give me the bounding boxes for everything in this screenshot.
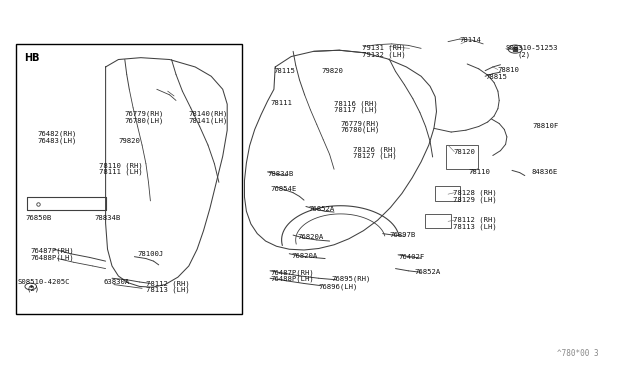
Text: 76897B: 76897B bbox=[389, 232, 415, 238]
Text: S08510-4205C: S08510-4205C bbox=[18, 279, 70, 285]
Text: 63830A: 63830A bbox=[104, 279, 130, 285]
Text: 78834B: 78834B bbox=[268, 171, 294, 177]
Text: 78115: 78115 bbox=[274, 68, 296, 74]
Text: 79131 (RH): 79131 (RH) bbox=[362, 44, 405, 51]
Text: 78113 (LH): 78113 (LH) bbox=[453, 224, 497, 230]
Text: 76780(LH): 76780(LH) bbox=[125, 118, 164, 124]
Text: 78111 (LH): 78111 (LH) bbox=[99, 169, 143, 176]
Text: 76402F: 76402F bbox=[398, 254, 424, 260]
Text: (2): (2) bbox=[517, 51, 531, 58]
Text: 78110 (RH): 78110 (RH) bbox=[99, 162, 143, 169]
Text: 76852A: 76852A bbox=[308, 206, 335, 212]
Text: 78810F: 78810F bbox=[532, 123, 559, 129]
Text: 78810: 78810 bbox=[498, 67, 520, 73]
Text: 78128 (RH): 78128 (RH) bbox=[453, 189, 497, 196]
Text: 78100J: 78100J bbox=[138, 251, 164, 257]
Text: ^780*00 3: ^780*00 3 bbox=[557, 349, 598, 358]
Text: 76854E: 76854E bbox=[270, 186, 296, 192]
Text: 76488P(LH): 76488P(LH) bbox=[270, 276, 314, 282]
Bar bbox=[16, 44, 242, 314]
Text: 78113 (LH): 78113 (LH) bbox=[146, 287, 189, 294]
Text: 76779(RH): 76779(RH) bbox=[340, 120, 380, 127]
Text: 79820: 79820 bbox=[321, 68, 343, 74]
Text: 78140(RH): 78140(RH) bbox=[189, 110, 228, 117]
Text: 76820A: 76820A bbox=[298, 234, 324, 240]
Text: 78834B: 78834B bbox=[95, 215, 121, 221]
Text: 78141(LH): 78141(LH) bbox=[189, 118, 228, 124]
Text: 76852A: 76852A bbox=[415, 269, 441, 275]
Text: 78114: 78114 bbox=[460, 37, 481, 43]
Text: 78116 (RH): 78116 (RH) bbox=[334, 100, 378, 107]
Text: 76487P(RH): 76487P(RH) bbox=[270, 269, 314, 276]
Text: 76487P(RH): 76487P(RH) bbox=[31, 248, 74, 254]
Text: 76780(LH): 76780(LH) bbox=[340, 127, 380, 134]
Text: 78112 (RH): 78112 (RH) bbox=[146, 280, 189, 287]
Text: S08310-51253: S08310-51253 bbox=[506, 45, 558, 51]
Text: 79820: 79820 bbox=[118, 138, 140, 144]
Text: HB: HB bbox=[24, 53, 39, 63]
Text: 78110: 78110 bbox=[468, 169, 490, 175]
Text: (2): (2) bbox=[27, 285, 40, 292]
Text: 78117 (LH): 78117 (LH) bbox=[334, 107, 378, 113]
Text: 78112 (RH): 78112 (RH) bbox=[453, 217, 497, 224]
Text: 76779(RH): 76779(RH) bbox=[125, 110, 164, 117]
Text: 78120: 78120 bbox=[453, 149, 475, 155]
Text: 76488P(LH): 76488P(LH) bbox=[31, 254, 74, 261]
Text: 76482(RH): 76482(RH) bbox=[37, 131, 77, 137]
Text: 78815: 78815 bbox=[485, 74, 507, 80]
Text: 76895(RH): 76895(RH) bbox=[332, 276, 371, 282]
Text: 78126 (RH): 78126 (RH) bbox=[353, 146, 397, 153]
Text: 84836E: 84836E bbox=[531, 169, 557, 175]
Text: 76850B: 76850B bbox=[26, 215, 52, 221]
Text: 78127 (LH): 78127 (LH) bbox=[353, 153, 397, 160]
Text: 79132 (LH): 79132 (LH) bbox=[362, 51, 405, 58]
Text: 78111: 78111 bbox=[270, 100, 292, 106]
Text: 76483(LH): 76483(LH) bbox=[37, 137, 77, 144]
Text: 76896(LH): 76896(LH) bbox=[319, 284, 358, 291]
Text: 78129 (LH): 78129 (LH) bbox=[453, 196, 497, 203]
Text: 76820A: 76820A bbox=[291, 253, 317, 259]
